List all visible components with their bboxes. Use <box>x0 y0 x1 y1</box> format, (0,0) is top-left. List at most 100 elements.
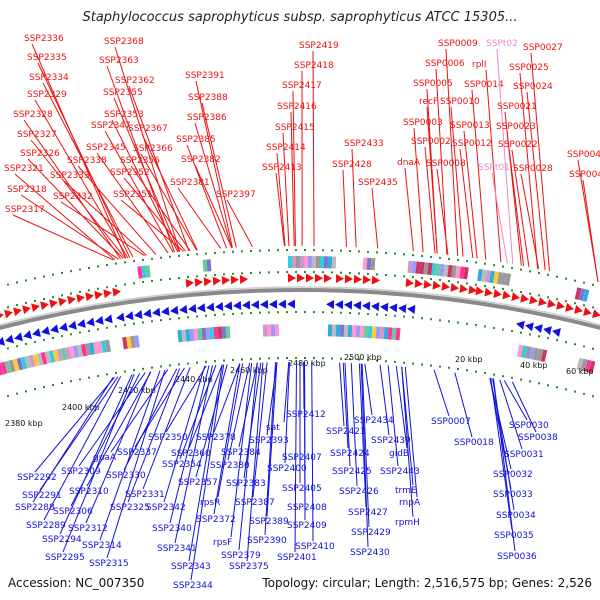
genome-backbone <box>0 288 600 330</box>
ring-dot <box>349 312 351 315</box>
leader-line <box>114 46 181 252</box>
reverse-gene-arrow <box>59 322 68 332</box>
reverse-feature-block <box>177 329 183 343</box>
forward-gene-arrow <box>592 309 600 319</box>
ring-dot <box>574 390 576 393</box>
reverse-gene-arrow <box>50 324 59 334</box>
leader-line <box>582 179 599 282</box>
ring-dot <box>592 306 594 309</box>
ring-dot <box>232 250 234 253</box>
forward-gene-arrow <box>574 304 583 314</box>
leader-line <box>493 378 516 552</box>
ring-dot <box>475 283 477 286</box>
gene-label-reverse: SSP2393 <box>249 436 289 446</box>
reverse-feature-block <box>532 347 540 361</box>
ring-dot <box>16 281 18 284</box>
reverse-feature-block <box>528 346 536 360</box>
leader-line <box>27 158 124 259</box>
ring-dot <box>529 333 531 336</box>
gene-label-forward: SSP2367 <box>128 124 168 134</box>
leader-line <box>123 177 186 252</box>
leader-line <box>395 366 408 449</box>
gene-label-reverse: SSP2439 <box>371 436 411 446</box>
forward-feature-block <box>439 263 445 277</box>
leader-line <box>401 366 414 518</box>
leader-line <box>454 372 473 438</box>
ring-dot <box>412 362 414 365</box>
gene-label-forward: SSP0008 <box>426 159 466 169</box>
ring-dot <box>520 378 522 381</box>
gene-label-reverse: SSP2354 <box>162 460 202 470</box>
ring-dot <box>349 358 351 361</box>
ring-dot <box>448 280 450 283</box>
ring-dot <box>178 254 180 257</box>
leader-line <box>174 365 213 544</box>
ring-dot <box>205 274 207 277</box>
gene-label-reverse: SSP0018 <box>454 438 494 448</box>
forward-gene-arrow <box>529 295 538 305</box>
gene-label-forward: SSP2328 <box>13 110 53 120</box>
leader-line <box>217 363 244 498</box>
ring-dot <box>151 366 153 369</box>
forward-feature-block <box>574 287 582 300</box>
ring-dot <box>268 311 270 314</box>
gene-label-forward: SSP2318 <box>7 185 47 195</box>
forward-feature-block <box>323 256 329 269</box>
leader-line <box>70 373 141 507</box>
ring-dot <box>475 370 477 373</box>
ring-dot <box>196 253 198 256</box>
leader-line <box>342 362 349 449</box>
reverse-feature-block <box>32 353 40 367</box>
ring-dot <box>322 357 324 360</box>
gene-label-reverse: SSP2294 <box>42 535 82 545</box>
leader-line <box>169 365 210 524</box>
ring-dot <box>142 281 144 284</box>
gene-label-forward: SSP0024 <box>513 82 553 92</box>
reverse-feature-block <box>339 324 345 337</box>
leader-line <box>120 199 184 252</box>
reverse-feature-block <box>130 335 136 349</box>
leader-line <box>506 131 525 267</box>
reverse-gene-arrow <box>233 300 242 310</box>
gene-label-forward: SSP0012 <box>452 139 492 149</box>
reverse-feature-block <box>391 327 397 340</box>
ring-dot <box>115 325 117 328</box>
forward-feature-block <box>141 265 147 279</box>
ring-dot <box>16 392 18 395</box>
gene-label-reverse: SSP2314 <box>82 541 122 551</box>
reverse-feature-block <box>584 359 592 373</box>
leader-line <box>104 130 174 253</box>
ring-dot <box>511 376 513 379</box>
gene-label-reverse: SSP2423 <box>326 427 366 437</box>
gene-label-reverse: SSP2315 <box>89 559 129 569</box>
ring-dot <box>61 294 63 297</box>
forward-gene-arrow <box>423 279 432 289</box>
forward-gene-arrow <box>502 290 511 300</box>
ring-dot <box>250 249 252 252</box>
gene-label-forward: SSP2347 <box>91 121 131 131</box>
forward-feature-block <box>311 256 317 269</box>
leader-line <box>436 168 449 255</box>
forward-feature-block <box>578 288 586 301</box>
reverse-feature-block <box>105 339 111 353</box>
leader-line <box>413 127 424 253</box>
gene-label-forward: SSP0025 <box>509 63 549 73</box>
reverse-gene-arrow <box>380 302 389 312</box>
leader-line <box>188 364 223 449</box>
leader-line <box>34 99 129 259</box>
ring-dot <box>313 311 315 314</box>
gene-label-forward: SSP0023 <box>496 122 536 132</box>
ring-dot <box>277 311 279 314</box>
gene-label-reverse: SSP2288 <box>15 503 55 513</box>
ring-dot <box>475 261 477 264</box>
ring-dot <box>358 250 360 253</box>
ring-dot <box>7 283 9 286</box>
ring-dot <box>34 340 36 343</box>
reverse-gene-arrow <box>134 310 143 319</box>
ring-dot <box>259 311 261 314</box>
ring-dot <box>277 271 279 274</box>
leader-line <box>264 362 276 536</box>
leader-line <box>426 106 438 254</box>
gene-label-reverse: SSP2309 <box>61 467 101 477</box>
ring-dot <box>583 304 585 307</box>
